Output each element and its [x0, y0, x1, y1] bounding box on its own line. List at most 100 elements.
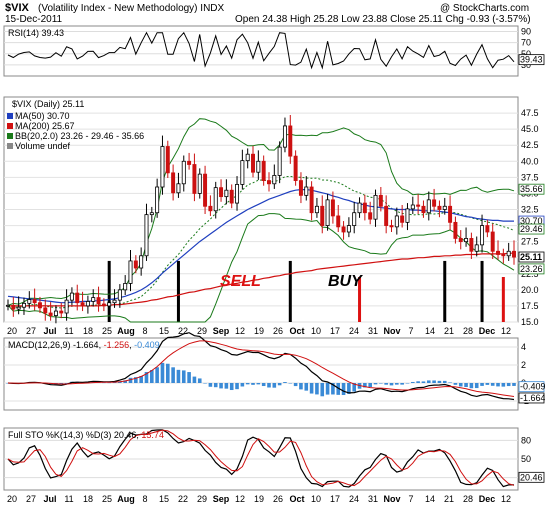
macd-hist-bar — [464, 383, 468, 388]
candle-body — [506, 250, 511, 257]
candle-body — [6, 304, 10, 307]
candle-body — [240, 160, 245, 185]
price-tick-label: 32.5 — [521, 205, 539, 215]
candle-body — [496, 250, 501, 255]
candle-body — [181, 160, 186, 185]
macd-label: MACD(12,26,9) -1.664, -1.256, -0.409 — [8, 340, 160, 350]
candle-body — [362, 202, 367, 214]
candle-body — [32, 299, 37, 304]
x-tick-label: 29 — [197, 326, 207, 336]
candle-body — [256, 160, 261, 173]
candle-body — [43, 307, 48, 314]
candle-body — [267, 180, 271, 185]
macd-hist-bar — [437, 380, 442, 383]
macd-hist-bar — [102, 382, 106, 384]
candle-body — [117, 289, 122, 301]
candle-body — [69, 292, 74, 301]
x-tick-label: 31 — [368, 326, 378, 336]
symbol-title: $VIX — [5, 2, 30, 14]
candle-body — [325, 199, 330, 226]
sto-tick-label: 80 — [521, 435, 531, 445]
x-tick-label: 10 — [311, 494, 321, 504]
candle-body — [176, 183, 181, 194]
x-tick-label: Sep — [213, 494, 230, 504]
candle-body — [336, 215, 341, 228]
macd-hist-bar — [485, 383, 490, 385]
price-right-label: 25.11 — [520, 252, 542, 262]
candle-body — [277, 146, 282, 176]
candle-body — [128, 260, 133, 284]
rsi-axis: 3050709039.43 — [518, 27, 545, 70]
sto-label: Full STO %K(14,3) %D(3) 20.46, 15.74 — [8, 430, 164, 440]
x-tick-label: 12 — [501, 326, 511, 336]
x-tick-label: 21 — [444, 494, 454, 504]
macd-hist-bar — [118, 381, 122, 383]
candle-body — [208, 205, 213, 212]
macd-signal-line — [7, 340, 515, 397]
candle-body — [27, 299, 32, 304]
candle-body — [416, 204, 421, 207]
macd-hist-bar — [245, 383, 250, 385]
x-tick-label: 17 — [330, 494, 340, 504]
sto-right-box — [518, 471, 545, 483]
candle-body — [235, 184, 240, 204]
candle-body — [293, 155, 298, 181]
price-right-label-box — [518, 183, 545, 195]
x-tick-label: 10 — [311, 326, 321, 336]
macd-hist-bar — [107, 382, 111, 384]
x-tick-label: 8 — [142, 494, 147, 504]
candle-body — [352, 212, 357, 226]
x-tick-label: 14 — [425, 326, 435, 336]
candle-body — [384, 205, 389, 226]
macd-hist-bar — [112, 382, 117, 383]
sto-axis: 20508020.46 — [518, 435, 545, 483]
price-tick-label: 15.0 — [521, 317, 539, 327]
macd-hist-bar — [219, 383, 223, 389]
x-tick-label: 7 — [408, 494, 413, 504]
candle-body — [171, 172, 176, 194]
x-tick-label: Jul — [43, 326, 56, 336]
rsi-tick-label: 70 — [521, 38, 531, 48]
candle-body — [139, 255, 144, 269]
bollinger-upper-line — [7, 118, 515, 306]
macd-hist-bar — [309, 383, 314, 394]
x-tick-label: 11 — [64, 494, 73, 504]
x-tick-label: Sep — [213, 326, 230, 336]
x-tick-label: 24 — [349, 494, 359, 504]
price-tick-label: 45.0 — [521, 124, 539, 134]
x-tick-label: 19 — [254, 494, 264, 504]
macd-hist-bar — [229, 383, 234, 391]
candle-body — [314, 205, 319, 214]
volume-label: Volume undef — [15, 141, 71, 151]
candle-body — [75, 292, 80, 304]
macd-line — [7, 332, 515, 401]
candle-body — [389, 225, 394, 228]
x-tick-label: Aug — [117, 326, 135, 336]
x-tick-label: Aug — [117, 494, 135, 504]
x-tick-label: Nov — [383, 494, 400, 504]
ma50-label: MA(50) 30.70 — [15, 111, 70, 121]
macd-hist-bar — [405, 383, 410, 384]
x-tick-label: 15 — [159, 494, 169, 504]
price-label: $VIX (Daily) 25.11 — [12, 99, 84, 109]
macd-hist-bar — [506, 383, 511, 387]
macd-hist-bar — [171, 367, 175, 383]
x-tick-label: 18 — [83, 326, 93, 336]
macd-hist-bar — [395, 383, 399, 385]
candle-body — [229, 189, 234, 204]
x-tick-label: 28 — [463, 494, 473, 504]
macd-hist-bar — [368, 383, 372, 388]
bb-label: BB(20,2.0) 23.26 - 29.46 - 35.66 — [15, 131, 144, 141]
macd-hist-bar — [150, 370, 154, 383]
candle-body — [91, 297, 96, 302]
x-tick-label: 8 — [142, 326, 147, 336]
candle-body — [261, 160, 266, 181]
candle-body — [410, 204, 415, 210]
sell-annotation: SELL — [220, 273, 261, 290]
x-axis-labels-price: 20 27 Jul 11 18 25 Aug 8 15 22 29 Sep 12 19 26 Oct 10 17 2… — [7, 326, 511, 336]
candle-body — [341, 226, 346, 233]
x-tick-label: 27 — [26, 494, 36, 504]
macd-hist-bar — [352, 383, 357, 392]
candle-body — [485, 225, 490, 233]
sto-right-label: 20.46 — [520, 472, 543, 482]
